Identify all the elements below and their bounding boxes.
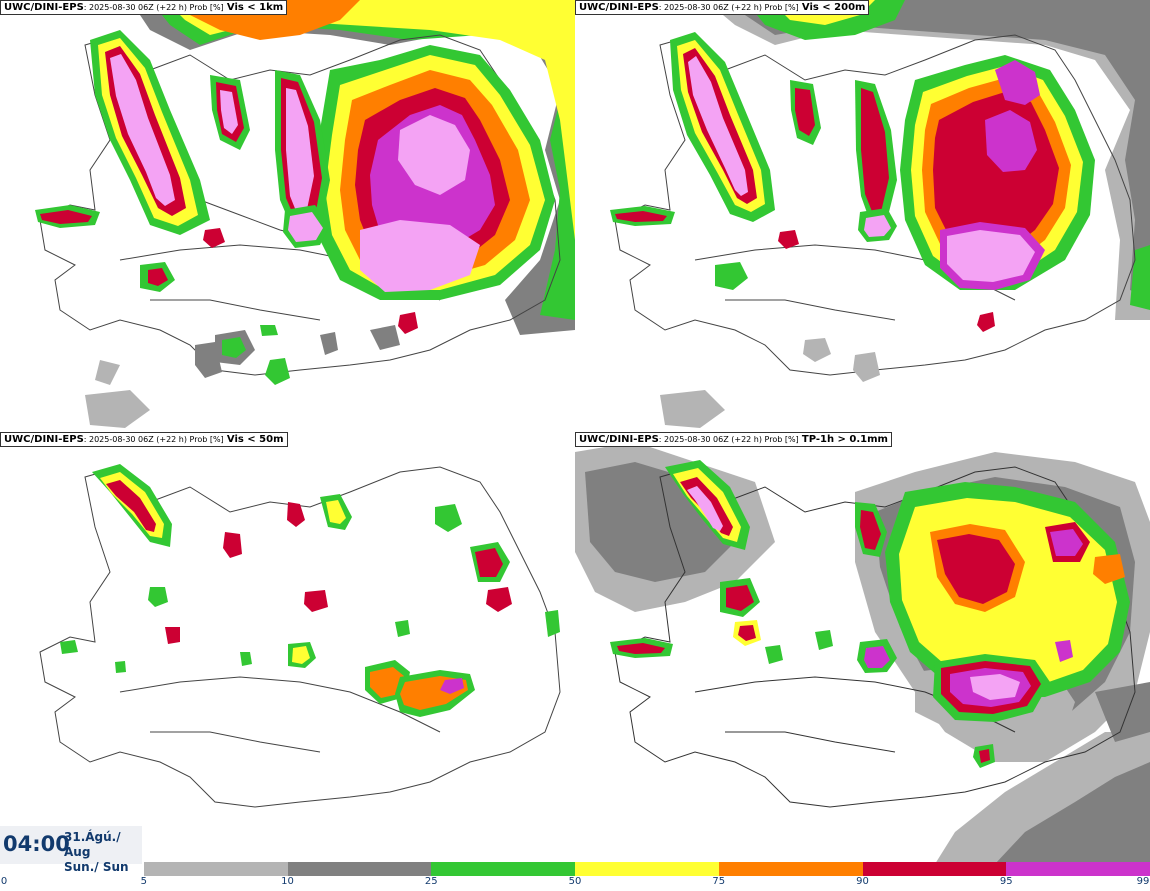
fog-probability-blobs [60, 464, 560, 717]
map-panel-vis-50m: UWC/DINI-EPS: 2025-08-30 06Z (+22 h) Pro… [0, 432, 575, 864]
variable-label: TP-1h > 0.1mm [801, 434, 888, 445]
valid-date-line2: Sun./ Sun [64, 860, 129, 874]
colorbar-tick-label: 75 [712, 876, 726, 887]
variable-label: Vis < 50m [226, 434, 284, 445]
panel-title: UWC/DINI-EPS: 2025-08-30 06Z (+22 h) Pro… [0, 0, 288, 15]
panel-title: UWC/DINI-EPS: 2025-08-30 06Z (+22 h) Pro… [575, 0, 870, 15]
panel-title: UWC/DINI-EPS: 2025-08-30 06Z (+22 h) Pro… [0, 432, 288, 447]
model-source: UWC/DINI-EPS [4, 2, 84, 13]
panel-title: UWC/DINI-EPS: 2025-08-30 06Z (+22 h) Pro… [575, 432, 892, 447]
valid-date: 31.Ágú./ Aug Sun./ Sun [64, 830, 142, 875]
colorbar-segment [1006, 862, 1150, 876]
colorbar-tick-labels: 0 5 10 25 50 75 90 95 99 [0, 876, 1150, 890]
colorbar-segment [862, 862, 1007, 876]
valid-time: 04:00 [3, 832, 70, 856]
fog-probability-blobs [610, 32, 1095, 382]
precip-probability-blobs [610, 460, 1130, 768]
colorbar-tick-label: 90 [856, 876, 869, 887]
probability-colorbar [143, 862, 1150, 876]
fog-probability-blobs [35, 30, 555, 385]
run-info: : 2025-08-30 06Z (+22 h) Prob [%] [83, 3, 224, 12]
offshore-fog-field [85, 0, 575, 428]
valid-date-line1: 31.Ágú./ Aug [64, 830, 121, 859]
colorbar-segment [287, 862, 432, 876]
colorbar-tick-label: 95 [999, 876, 1013, 887]
model-source: UWC/DINI-EPS [4, 434, 84, 445]
variable-label: Vis < 1km [226, 2, 284, 13]
colorbar-tick-label: 99 [1136, 876, 1150, 887]
variable-label: Vis < 200m [801, 2, 866, 13]
colorbar-segment [718, 862, 863, 876]
colorbar-tick-label: 10 [281, 876, 294, 887]
map-panel-tp-1h: UWC/DINI-EPS: 2025-08-30 06Z (+22 h) Pro… [575, 432, 1150, 864]
run-info: : 2025-08-30 06Z (+22 h) Prob [%] [658, 3, 799, 12]
colorbar-tick-label: 25 [424, 876, 438, 887]
colorbar-segment [431, 862, 575, 876]
colorbar-segment [143, 862, 288, 876]
map-panel-vis-1km: UWC/DINI-EPS: 2025-08-30 06Z (+22 h) Pro… [0, 0, 575, 432]
map-vis-1km [35, 0, 575, 428]
map-tp-1h [575, 442, 1150, 864]
valid-time-box: 04:00 31.Ágú./ Aug Sun./ Sun [0, 826, 142, 874]
map-vis-50m [39, 464, 561, 808]
map-vis-200m [610, 0, 1150, 428]
run-info: : 2025-08-30 06Z (+22 h) Prob [%] [83, 435, 224, 444]
model-source: UWC/DINI-EPS [579, 2, 659, 13]
run-info: : 2025-08-30 06Z (+22 h) Prob [%] [658, 435, 799, 444]
colorbar-segment [575, 862, 719, 876]
colorbar-tick-label: 0 [0, 876, 8, 887]
model-source: UWC/DINI-EPS [579, 434, 659, 445]
colorbar-tick-label: 5 [140, 876, 147, 887]
colorbar-tick-label: 50 [568, 876, 582, 887]
map-panel-vis-200m: UWC/DINI-EPS: 2025-08-30 06Z (+22 h) Pro… [575, 0, 1150, 432]
